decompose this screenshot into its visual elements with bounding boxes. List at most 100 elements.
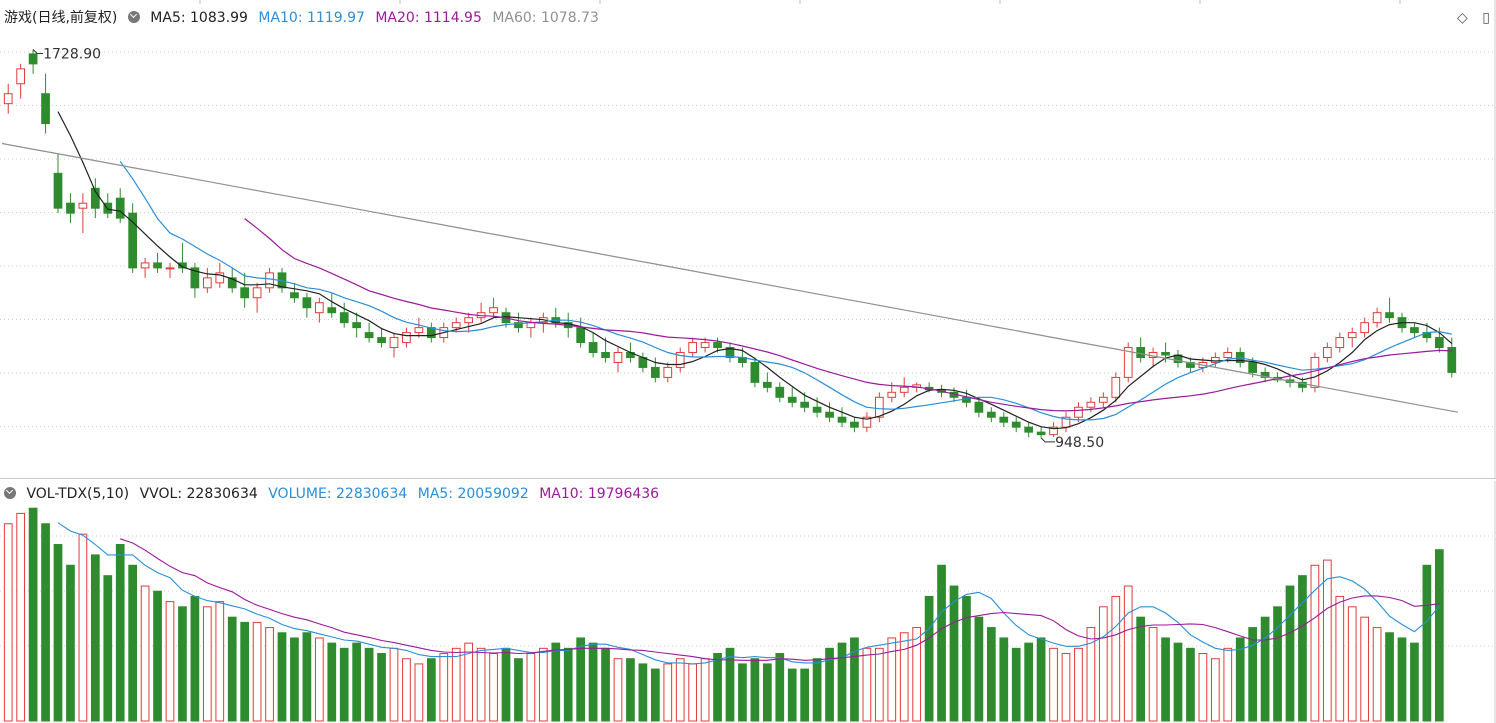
candle-body [265, 272, 274, 289]
candle-body [215, 272, 225, 284]
volume-bar [426, 658, 436, 722]
volume-bar [1049, 647, 1058, 722]
candle-body [800, 401, 810, 408]
candle-body [713, 342, 722, 349]
ma20-line [244, 218, 1452, 412]
candle-body [1161, 352, 1170, 356]
volume-bar [476, 647, 486, 722]
candle-body [986, 411, 996, 418]
volume-bar [1074, 647, 1083, 722]
candle-body [140, 262, 150, 269]
candle-body [28, 53, 38, 65]
candle-body [999, 416, 1009, 423]
volume-panel[interactable]: VOL-TDX(5,10) VVOL: 22830634 VOLUME: 228… [0, 481, 1496, 723]
candle-body [252, 287, 262, 299]
volume-bar [402, 658, 411, 722]
volume-bar [588, 642, 598, 722]
volume-bar [1061, 653, 1071, 722]
kline-panel[interactable]: 1728.90 948.50 游戏(日线,前复权) MA5: 1083.99 MA… [0, 0, 1496, 479]
volume-bar [1173, 642, 1183, 722]
candle-body [1410, 327, 1419, 334]
candle-body [377, 337, 386, 344]
candle-body [1024, 426, 1034, 433]
volume-bar [1024, 642, 1034, 722]
volume-bar [215, 601, 225, 722]
kline-chart[interactable]: 1728.90 948.50 [0, 0, 1496, 478]
volume-bar [1123, 585, 1133, 722]
volume-bar [190, 595, 200, 722]
volume-bar [787, 668, 797, 722]
candle-body [414, 327, 424, 334]
candle-body [90, 187, 100, 209]
ma60-line [1, 142, 1459, 413]
candle-body [1210, 356, 1220, 363]
candle-body [227, 277, 237, 289]
candle-body [1074, 406, 1083, 418]
volume-bar [66, 564, 75, 722]
volume-bar [489, 653, 498, 722]
volume-bar [414, 663, 424, 722]
candle-body [41, 93, 50, 125]
candle-body [1372, 312, 1382, 324]
candle-body [53, 172, 63, 209]
volume-bar [227, 616, 237, 722]
volume-bar [874, 647, 884, 722]
volume-bar [825, 647, 834, 722]
panel-toggle-icon[interactable]: ▯ [1482, 10, 1490, 26]
volume-bar [165, 601, 175, 722]
candle-body [1098, 396, 1108, 403]
volume-bar [1372, 627, 1382, 722]
candle-body [1347, 332, 1357, 339]
candle-body [302, 297, 312, 309]
candle-body [115, 197, 125, 219]
volume-bar [115, 544, 125, 722]
candle-body [153, 262, 162, 269]
legend-ma5: MA5: 1083.99 [150, 10, 248, 26]
volume-bar [862, 647, 872, 722]
high-label: 1728.90 [43, 46, 101, 62]
candle-body [725, 347, 735, 358]
volume-bar [314, 637, 324, 722]
candle-body [1447, 347, 1457, 373]
volume-chart[interactable] [0, 481, 1496, 723]
volume-bar [28, 507, 38, 722]
volume-bar [178, 606, 187, 722]
volume-bar [725, 647, 735, 722]
volume-bar [464, 642, 474, 722]
volume-bar [601, 647, 610, 722]
volume-bar [675, 658, 685, 722]
legend-ma60: MA60: 1078.73 [492, 10, 599, 26]
candle-body [514, 322, 523, 329]
volume-bar [650, 668, 660, 722]
candle-body [700, 342, 710, 349]
volume-bar [103, 575, 113, 722]
volume-bar [775, 653, 785, 722]
volume-bar [1335, 595, 1345, 722]
volume-title: VOL-TDX(5,10) [26, 486, 130, 502]
ma5-line [57, 111, 1453, 430]
candle-body [762, 381, 772, 388]
diamond-icon[interactable]: ◇ [1457, 10, 1468, 26]
indicator-settings-icon[interactable] [127, 11, 140, 23]
candle-body [1086, 401, 1096, 408]
volume-bar [128, 564, 138, 722]
volume-bar [1148, 627, 1158, 722]
volume-bar [290, 637, 299, 722]
candle-body [1385, 312, 1394, 319]
volume-bar [800, 668, 810, 722]
candle-body [899, 386, 909, 393]
candle-body [389, 337, 399, 349]
candle-body [1036, 431, 1046, 436]
candle-body [352, 322, 362, 329]
candle-body [775, 386, 785, 398]
volume-bar [949, 585, 959, 722]
candle-body [650, 366, 660, 378]
legend-vol-ma5: MA5: 20059092 [417, 486, 529, 502]
volume-bar [1260, 616, 1270, 722]
indicator-settings-icon[interactable] [4, 487, 16, 499]
candle-body [1310, 356, 1320, 388]
candle-body [1322, 347, 1332, 358]
candle-body [974, 401, 984, 413]
volume-bar [812, 658, 822, 722]
legend-vvol: VVOL: 22830634 [139, 486, 258, 502]
